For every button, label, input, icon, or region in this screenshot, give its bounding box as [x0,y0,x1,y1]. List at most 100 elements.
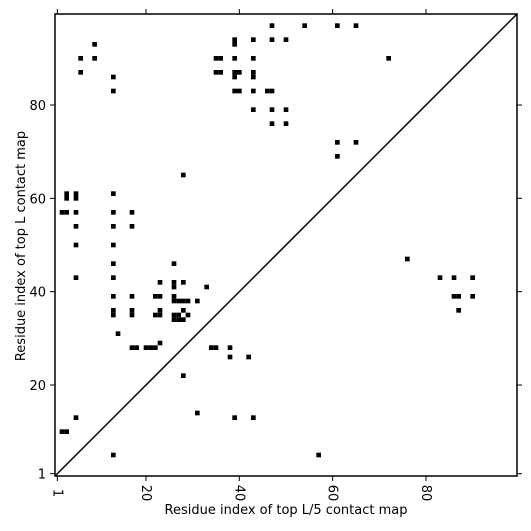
contact-point [251,56,256,61]
contact-point [129,308,135,313]
contact-point [129,345,135,350]
contact-point [353,23,359,28]
contact-point [195,410,200,416]
contact-point [456,294,461,299]
contact-point [246,354,251,360]
contact-point [111,88,116,94]
contact-point [470,275,475,280]
contact-point [64,210,69,215]
contact-point [73,210,79,215]
contact-point [269,88,275,94]
contact-point [153,294,158,299]
contact-point [204,284,209,290]
contact-point [73,224,79,229]
contact-point [251,74,256,80]
contact-point [111,275,116,280]
contact-point [111,74,116,80]
contact-point [335,23,340,28]
contact-point [232,74,237,80]
contact-point [181,373,186,378]
contact-point [181,280,186,285]
contact-point [115,331,121,336]
contact-point [153,312,158,318]
contact-point [73,191,79,196]
contact-point [129,224,135,229]
contact-point [111,210,116,215]
plot-area: 1 20 40 60 80 1 20 40 60 80 [29,9,522,501]
contact-point [251,37,256,42]
contact-point [111,294,116,299]
contact-point [129,210,135,215]
contact-point [59,210,65,215]
contact-point [111,224,116,229]
contact-point [213,70,219,75]
contact-point [73,415,79,420]
contact-point [437,275,443,280]
contact-point [111,191,116,196]
contact-point [185,312,191,318]
diagonal-line [54,13,518,477]
contact-point [73,275,79,280]
contact-point [269,107,275,112]
y-tick-label: 40 [29,286,46,301]
contact-point [470,294,475,299]
contact-point [171,312,177,318]
contact-point [213,345,219,350]
contact-point [237,70,242,75]
contact-point [157,308,163,313]
contact-point [232,88,237,94]
contact-point [73,196,79,201]
contact-point [92,56,97,61]
contact-point [176,298,181,304]
contact-point [171,294,177,299]
contact-point [227,345,233,350]
contact-point [181,298,186,304]
contact-point [451,275,457,280]
contact-point [111,261,116,266]
contact-point [213,56,219,61]
x-tick-label: 80 [418,485,433,502]
contact-point [227,354,233,360]
contact-point [451,294,457,299]
contact-point [302,23,307,28]
contact-point [269,23,275,28]
x-axis-label: Residue index of top L/5 contact map [165,503,408,518]
contact-point [456,308,461,313]
contact-point [171,261,177,266]
contact-point [265,88,270,94]
contact-point [232,70,237,75]
contact-point [185,298,191,304]
contact-point [153,345,158,350]
contact-point [111,452,116,458]
contact-point [176,317,181,322]
contact-point [157,294,163,299]
contact-point [181,172,186,178]
contact-point [111,308,116,313]
contact-point [283,37,289,42]
contact-point [237,88,242,94]
contact-point [143,345,149,350]
contact-point [171,284,177,290]
contact-point [251,415,256,420]
contact-point [209,345,214,350]
contact-point [316,452,321,458]
contact-point [176,312,181,318]
y-axis-label: Residue index of top L contact map [14,131,29,361]
contact-point [251,107,256,112]
y-tick-label: 1 [38,468,46,483]
contact-point [129,294,135,299]
contact-point [283,107,289,112]
contact-point [73,242,79,248]
contact-point [129,312,135,318]
contact-point [157,312,163,318]
contact-point [232,42,237,47]
contact-point [64,429,69,434]
contact-point [111,312,116,318]
contact-point [283,121,289,126]
contact-point [148,345,153,350]
x-tick-label: 20 [138,485,153,502]
contact-point [232,37,237,42]
contact-point [181,308,186,313]
contact-point [78,70,83,75]
